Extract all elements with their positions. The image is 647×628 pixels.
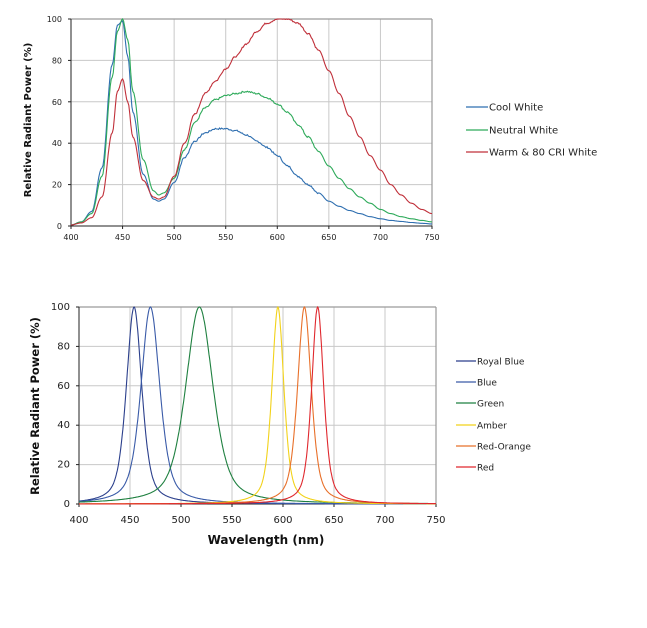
y-tick-label: 100 [47,15,62,24]
chart2-gridlines [79,306,437,504]
chart2-y-axis-label: Relative Radiant Power (%) [28,317,42,495]
chart2-tick-labels: 400 450 500 550 600 650 700 750 0 20 40 60 80 100 [51,302,446,526]
series-line-neutral-white [70,18,433,226]
series-line-amber [79,305,436,505]
y-tick-label: 60 [52,98,62,107]
x-tick-label: 700 [375,515,394,526]
x-tick-label: 550 [222,515,241,526]
x-tick-label: 600 [270,233,285,242]
series-line-cool-white [70,20,432,226]
chart1-series [70,18,433,226]
legend-label-cool-white: Cool White [489,103,543,114]
legend-label-green: Green [477,400,504,410]
chart1-gridlines [71,18,433,226]
chart1-legend: Cool White Neutral White Warm & 80 CRI Whi… [466,103,597,159]
legend-label-red-orange: Red-Orange [477,443,531,453]
series-line-royal-blue [78,306,436,505]
y-tick-label: 80 [52,56,62,65]
y-tick-label: 40 [52,139,62,148]
y-tick-label: 20 [52,181,62,190]
legend-label-amber: Amber [477,422,507,432]
y-tick-label: 0 [57,222,62,231]
chart2-x-axis-label: Wavelength (nm) [208,533,325,547]
x-tick-label: 400 [63,233,78,242]
y-tick-label: 20 [57,460,70,471]
x-tick-label: 450 [120,515,139,526]
x-tick-label: 650 [321,233,336,242]
chart1-y-axis-label: Relative Radiant Power (%) [23,43,34,198]
legend-label-royal-blue: Royal Blue [477,358,525,368]
chart2-series [78,305,436,505]
y-tick-label: 0 [64,499,70,510]
x-tick-label: 700 [373,233,388,242]
legend-label-neutral-white: Neutral White [489,126,558,137]
y-tick-label: 40 [57,420,70,431]
x-tick-label: 450 [115,233,130,242]
legend-label-red: Red [477,464,494,474]
x-tick-label: 750 [426,515,445,526]
series-line-red-orange [79,306,436,505]
series-line-red [79,305,436,505]
chart1-tick-labels: 400 450 500 550 600 650 700 750 0 20 40 60 80 100 [47,15,440,242]
chart1-axes [68,18,433,229]
chart2-legend: Royal Blue Blue Green Amber Red-Orange Red [456,358,531,474]
x-tick-label: 550 [218,233,233,242]
x-tick-label: 400 [69,515,88,526]
y-tick-label: 60 [57,381,70,392]
series-line-blue [79,306,436,505]
x-tick-label: 500 [167,233,182,242]
x-tick-label: 600 [273,515,292,526]
x-tick-label: 750 [424,233,439,242]
y-tick-label: 100 [51,302,70,313]
legend-label-blue: Blue [477,379,497,389]
y-tick-label: 80 [57,341,70,352]
series-line-green [79,306,436,505]
x-tick-label: 500 [171,515,190,526]
x-tick-label: 650 [324,515,343,526]
series-line-warm-80-cri-white [70,18,433,226]
legend-label-warm-80-cri-white: Warm & 80 CRI White [489,148,597,159]
